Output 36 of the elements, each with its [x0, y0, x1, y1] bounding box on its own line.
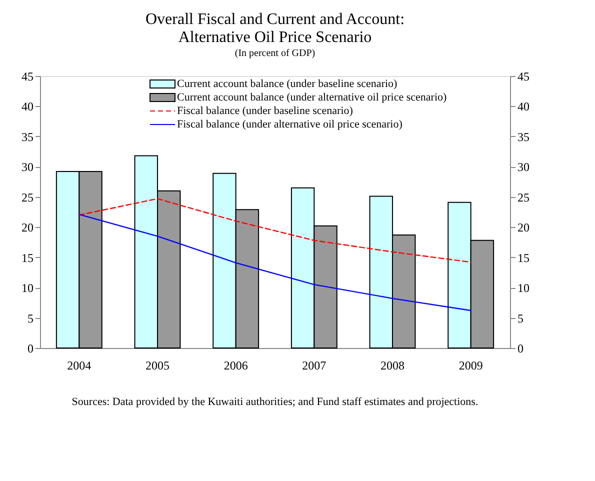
y-tick-label: 5	[28, 311, 34, 326]
legend-label: Current account balance (under baseline scenario)	[177, 78, 398, 90]
y2-tick-label: 5	[518, 311, 524, 326]
line-series	[78, 214, 472, 312]
y2-tick-label: 45	[518, 70, 530, 84]
text: Alternative Oil Price Scenario	[178, 29, 372, 46]
chart-subtitle: (In percent of GDP)	[234, 48, 316, 59]
y-tick-label: 20	[22, 220, 34, 235]
y2-tick-label: 25	[518, 190, 530, 204]
y-tick-label: 35	[22, 130, 34, 144]
y-tick-label: 0	[28, 342, 34, 356]
legend-label: Fiscal balance (under alternative oil price scenario)	[177, 118, 403, 130]
x-tick-label: 2006	[224, 358, 248, 372]
y2-tick-label: 30	[518, 160, 530, 174]
y-tick-label: 10	[22, 281, 34, 296]
legend-label: Current account balance (under alternative oil price scenario)	[177, 92, 448, 104]
line-series	[78, 198, 472, 263]
source-note: Sources: Data provided by the Kuwaiti authorities; and Fund staff estimates and projections.	[72, 396, 478, 408]
y2-tick-label: 0	[518, 342, 524, 356]
y2-tick-label: 20	[518, 220, 530, 235]
x-tick-label: 2005	[146, 358, 170, 372]
y2-tick-label: 15	[518, 250, 530, 265]
x-tick-label: 2008	[380, 358, 404, 372]
y2-tick-label: 40	[518, 100, 530, 114]
x-tick-label: 2004	[67, 358, 92, 372]
y-tick-label: 15	[22, 250, 34, 265]
y-tick-label: 40	[22, 100, 34, 114]
y-tick-label: 25	[22, 190, 34, 204]
y2-tick-label: 10	[518, 281, 530, 296]
x-tick-label: 2009	[458, 358, 483, 372]
text: Overall Fiscal and Current and Account:	[145, 11, 405, 28]
y-tick-label: 45	[22, 70, 34, 84]
x-tick-label: 2007	[302, 358, 326, 372]
y-tick-label: 30	[22, 160, 34, 174]
legend-label: Fiscal balance (under baseline scenario)	[177, 105, 354, 117]
y2-tick-label: 35	[518, 130, 530, 144]
